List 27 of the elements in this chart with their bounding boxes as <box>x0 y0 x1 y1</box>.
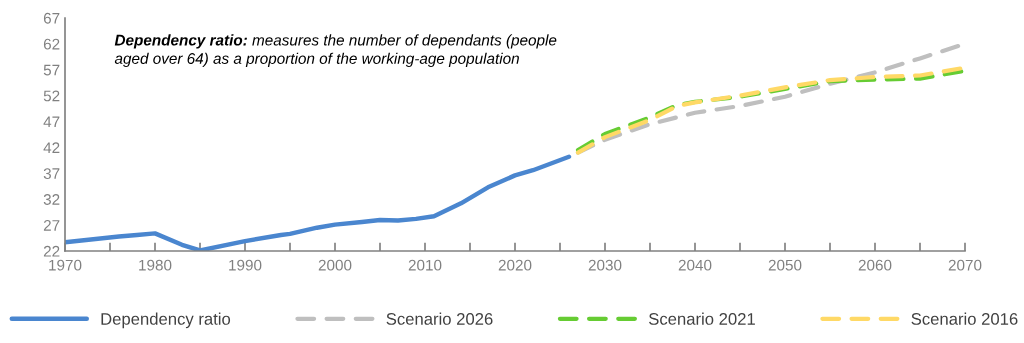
x-tick-label: 1980 <box>139 259 172 271</box>
x-tick-label: 1970 <box>49 259 82 271</box>
y-tick-label: 22 <box>43 245 60 257</box>
y-tick-label: 32 <box>43 194 60 205</box>
y-tick-label: 37 <box>43 168 60 180</box>
y-tick-label: 27 <box>43 219 60 231</box>
x-tick-label: 2040 <box>678 259 712 271</box>
x-tick-label: 1990 <box>229 259 262 271</box>
legend-label: Scenario 2016 <box>911 312 1018 325</box>
y-tick-label: 52 <box>43 90 60 102</box>
y-tick-label: 67 <box>43 12 60 24</box>
line-series <box>65 154 572 251</box>
x-tick-label: 2000 <box>318 259 352 271</box>
x-tick-label: 2060 <box>858 259 892 271</box>
annotation: Dependency ratio: measures the number of dependants (people aged over 64) as a proportion of the working-age population <box>114 34 557 67</box>
legend-label: Dependency ratio <box>101 312 231 329</box>
x-tick-label: 2020 <box>498 259 532 271</box>
y-tick-label: 47 <box>43 116 60 128</box>
legend-label: Scenario 2021 <box>649 312 755 325</box>
x-tick-label: 2030 <box>588 259 622 271</box>
x-tick-label: 2070 <box>948 259 982 271</box>
y-tick-label: 42 <box>43 142 60 153</box>
x-tick-label: 2050 <box>768 259 802 271</box>
y-tick-label: 62 <box>43 38 60 50</box>
legend-label: Scenario 2026 <box>386 312 493 325</box>
x-tick-label: 2010 <box>408 259 442 271</box>
y-tick-label: 57 <box>43 64 60 76</box>
